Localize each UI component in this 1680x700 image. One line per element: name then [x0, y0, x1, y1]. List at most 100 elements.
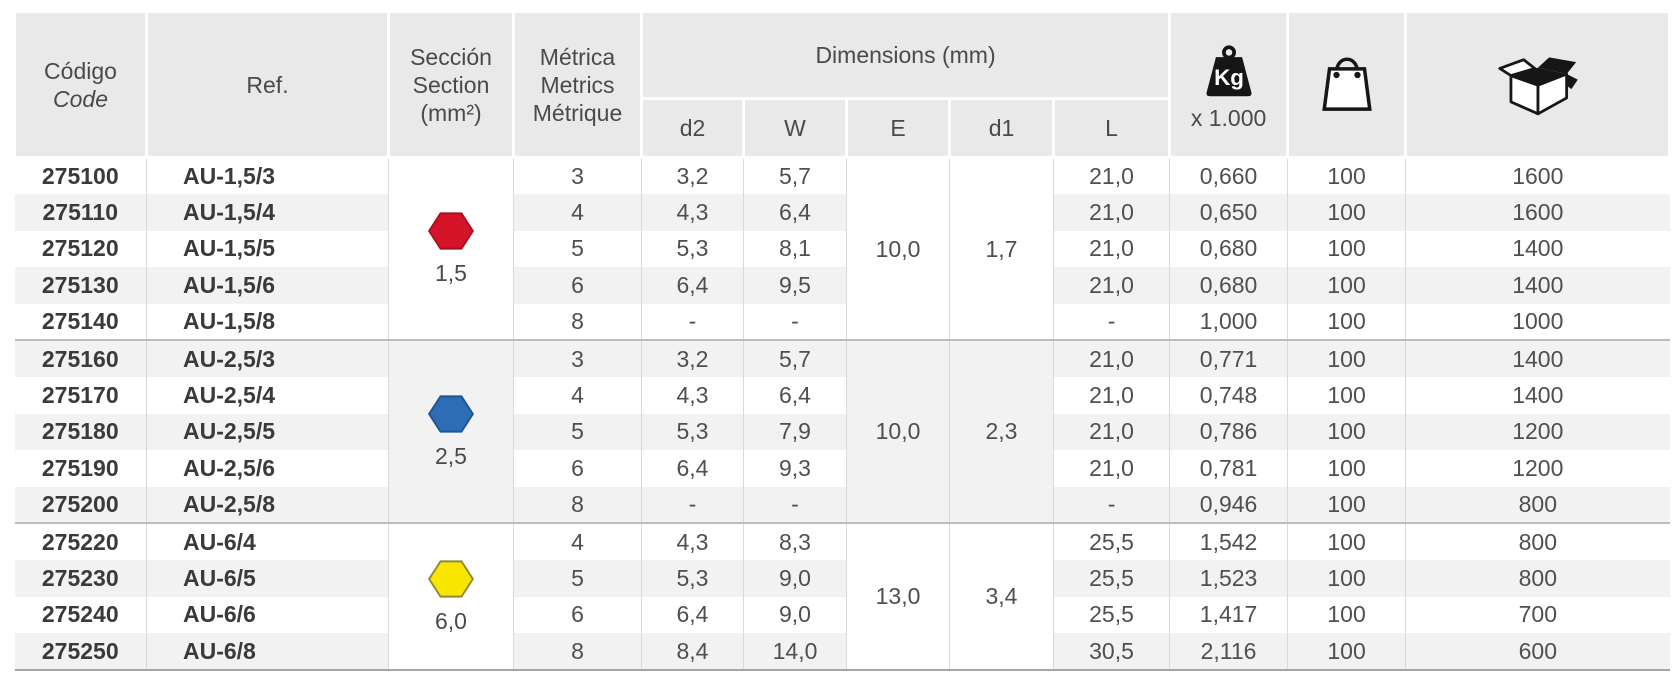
metric-cell: 3 [513, 157, 642, 195]
code-cell: 275220 [14, 522, 147, 561]
kg-per-1000-cell: 0,680 [1169, 230, 1289, 268]
product-row: 275120 AU-1,5/5 5 5,3 8,1 21,0 0,680 100 1400 [14, 230, 1670, 268]
d2-cell: 5,3 [641, 413, 744, 451]
svg-text:Kg: Kg [1214, 65, 1244, 90]
metric-cell: 5 [513, 413, 642, 451]
l-cell: 21,0 [1052, 450, 1171, 487]
kg-per-1000-cell: 1,000 [1169, 303, 1289, 341]
kg-per-1000-cell: 0,748 [1169, 377, 1289, 414]
section-cell: 2,5 [388, 339, 514, 524]
metric-cell: 8 [513, 303, 642, 341]
section-label: 2,5 [435, 442, 467, 469]
w-cell: 5,7 [743, 157, 847, 195]
ref-cell: AU-6/6 [146, 596, 389, 634]
d2-cell: 3,2 [641, 157, 744, 195]
per-bag-qty-cell: 100 [1287, 560, 1407, 597]
d2-cell: 6,4 [641, 267, 744, 304]
kg-per-1000-cell: 2,116 [1169, 633, 1289, 670]
product-row: 275100 AU-1,5/3 1,5 3 3,2 5,7 10,0 1,7 21,0 0,660… [14, 157, 1670, 341]
per-bag-qty-cell: 100 [1287, 450, 1407, 487]
packaging-box-icon [1497, 56, 1578, 115]
d2-cell: - [641, 486, 744, 524]
code-cell: 275170 [14, 377, 147, 414]
per-bag-qty-cell: 100 [1287, 413, 1407, 451]
per-box-qty-cell: 1400 [1405, 377, 1670, 414]
ref-cell: AU-1,5/6 [146, 267, 389, 304]
w-cell: 6,4 [743, 194, 847, 231]
metric-cell: 6 [513, 450, 642, 487]
code-cell: 275140 [14, 303, 147, 341]
l-cell: 30,5 [1052, 633, 1171, 670]
product-row: 275170 AU-2,5/4 4 4,3 6,4 21,0 0,748 100 1400 [14, 377, 1670, 414]
kg-per-1000-cell: 0,946 [1169, 486, 1289, 524]
w-cell: 14,0 [743, 633, 847, 670]
per-bag-qty-cell: 100 [1287, 522, 1407, 561]
w-cell: 5,7 [743, 339, 847, 378]
l-cell: 25,5 [1052, 560, 1171, 597]
per-box-qty-cell: 1200 [1405, 413, 1670, 451]
section-cell: 1,5 [388, 157, 514, 341]
ref-cell: AU-2,5/4 [146, 377, 389, 414]
w-cell: 9,5 [743, 267, 847, 304]
code-cell: 275160 [14, 339, 147, 378]
ref-cell: AU-1,5/8 [146, 303, 389, 341]
l-cell: 25,5 [1052, 596, 1171, 634]
header-dim-l: L [1051, 97, 1172, 159]
code-cell: 275120 [14, 230, 147, 268]
product-row: 275180 AU-2,5/5 5 5,3 7,9 21,0 0,786 100 1200 [14, 413, 1670, 451]
per-box-qty-cell: 1600 [1405, 194, 1670, 231]
header-dim-w: W [742, 97, 848, 159]
product-row: 275110 AU-1,5/4 4 4,3 6,4 21,0 0,650 100 1600 [14, 194, 1670, 231]
header-dim-d1: d1 [948, 97, 1055, 159]
header-ref: Ref. [145, 10, 390, 159]
l-cell: 21,0 [1052, 230, 1171, 268]
per-box-qty-cell: 1400 [1405, 230, 1670, 268]
d2-cell: 5,3 [641, 560, 744, 597]
product-table: Código Code Ref. Sección Section (mm²) M… [13, 10, 1672, 671]
product-row: 275240 AU-6/6 6 6,4 9,0 25,5 1,417 100 700 [14, 596, 1670, 634]
header-dimensions: Dimensions (mm) [639, 10, 1172, 100]
ref-cell: AU-2,5/5 [146, 413, 389, 451]
kg-per-1000-cell: 0,786 [1169, 413, 1289, 451]
metric-cell: 4 [513, 194, 642, 231]
d2-cell: - [641, 303, 744, 341]
metric-cell: 4 [513, 522, 642, 561]
header-metrica-en: Metrics [540, 71, 615, 98]
l-cell: - [1052, 303, 1171, 341]
product-row: 275140 AU-1,5/8 8- - -1,000 100 1000 [14, 303, 1670, 341]
header-seccion: Sección Section (mm²) [387, 10, 515, 159]
kg-per-1000-cell: 1,523 [1169, 560, 1289, 597]
w-cell: - [743, 303, 847, 341]
l-cell: 25,5 [1052, 522, 1171, 561]
header-metrica: Métrica Metrics Métrique [512, 10, 643, 159]
w-cell: 9,3 [743, 450, 847, 487]
w-cell: 9,0 [743, 596, 847, 634]
d2-cell: 4,3 [641, 522, 744, 561]
per-box-qty-cell: 800 [1405, 560, 1670, 597]
header-seccion-en: Section [412, 71, 490, 98]
header-codigo-es: Código [44, 57, 117, 84]
ref-cell: AU-6/4 [146, 522, 389, 561]
kg-per-1000-cell: 0,680 [1169, 267, 1289, 304]
ref-cell: AU-1,5/5 [146, 230, 389, 268]
header-per-box [1404, 10, 1672, 159]
per-box-qty-cell: 1400 [1405, 267, 1670, 304]
d2-cell: 3,2 [641, 339, 744, 378]
per-bag-qty-cell: 100 [1287, 267, 1407, 304]
metric-cell: 6 [513, 267, 642, 304]
table-body: 275100 AU-1,5/3 1,5 3 3,2 5,7 10,0 1,7 21,0 0,660… [14, 157, 1670, 670]
per-box-qty-cell: 700 [1405, 596, 1670, 634]
l-cell: 21,0 [1052, 267, 1171, 304]
section-cell: 6,0 [388, 522, 514, 670]
w-cell: 7,9 [743, 413, 847, 451]
w-cell: 9,0 [743, 560, 847, 597]
section-marker: 6,0 [389, 559, 513, 635]
l-cell: 21,0 [1052, 157, 1171, 195]
per-bag-qty-cell: 100 [1287, 230, 1407, 268]
l-cell: 21,0 [1052, 339, 1171, 378]
per-box-qty-cell: 800 [1405, 486, 1670, 524]
product-row: 275130 AU-1,5/6 6 6,4 9,5 21,0 0,680 100 1400 [14, 267, 1670, 304]
code-cell: 275100 [14, 157, 147, 195]
per-bag-qty-cell: 100 [1287, 194, 1407, 231]
